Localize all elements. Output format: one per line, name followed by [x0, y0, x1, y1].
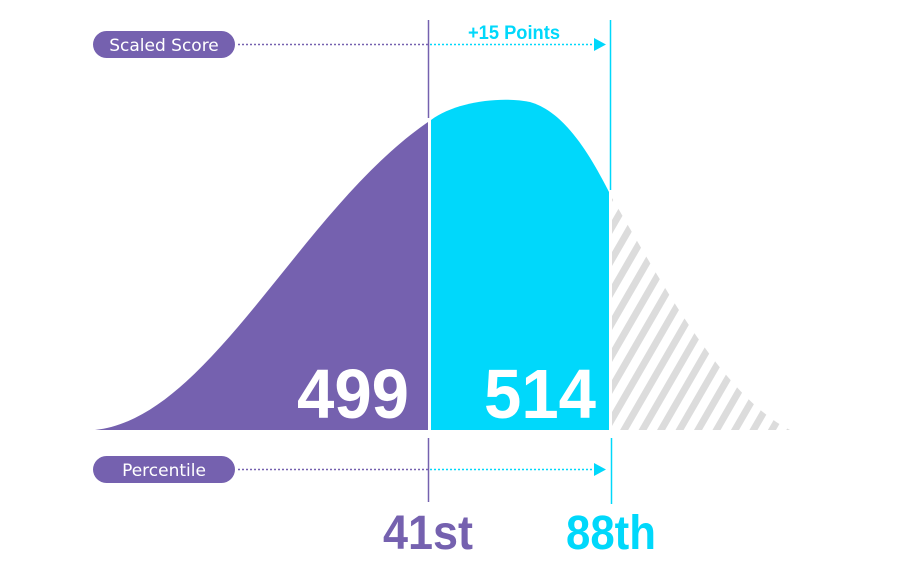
percentile-pill: Percentile: [93, 456, 235, 483]
score-before: 499: [297, 355, 409, 433]
percentile-after: 88th: [566, 507, 656, 560]
scaled-score-pill: Scaled Score: [93, 31, 235, 58]
score-change-label: +15 Points: [468, 23, 560, 44]
percentile-before: 41st: [383, 507, 473, 560]
arrow-head-icon: [594, 38, 606, 51]
cyan-region: [431, 99, 609, 430]
arrow-head-icon: [594, 463, 606, 476]
score-after: 514: [484, 355, 596, 433]
scaled-score-label: Scaled Score: [109, 36, 219, 56]
hatched-region: [612, 198, 790, 430]
percentile-label: Percentile: [122, 461, 206, 481]
purple-region: [95, 122, 428, 430]
